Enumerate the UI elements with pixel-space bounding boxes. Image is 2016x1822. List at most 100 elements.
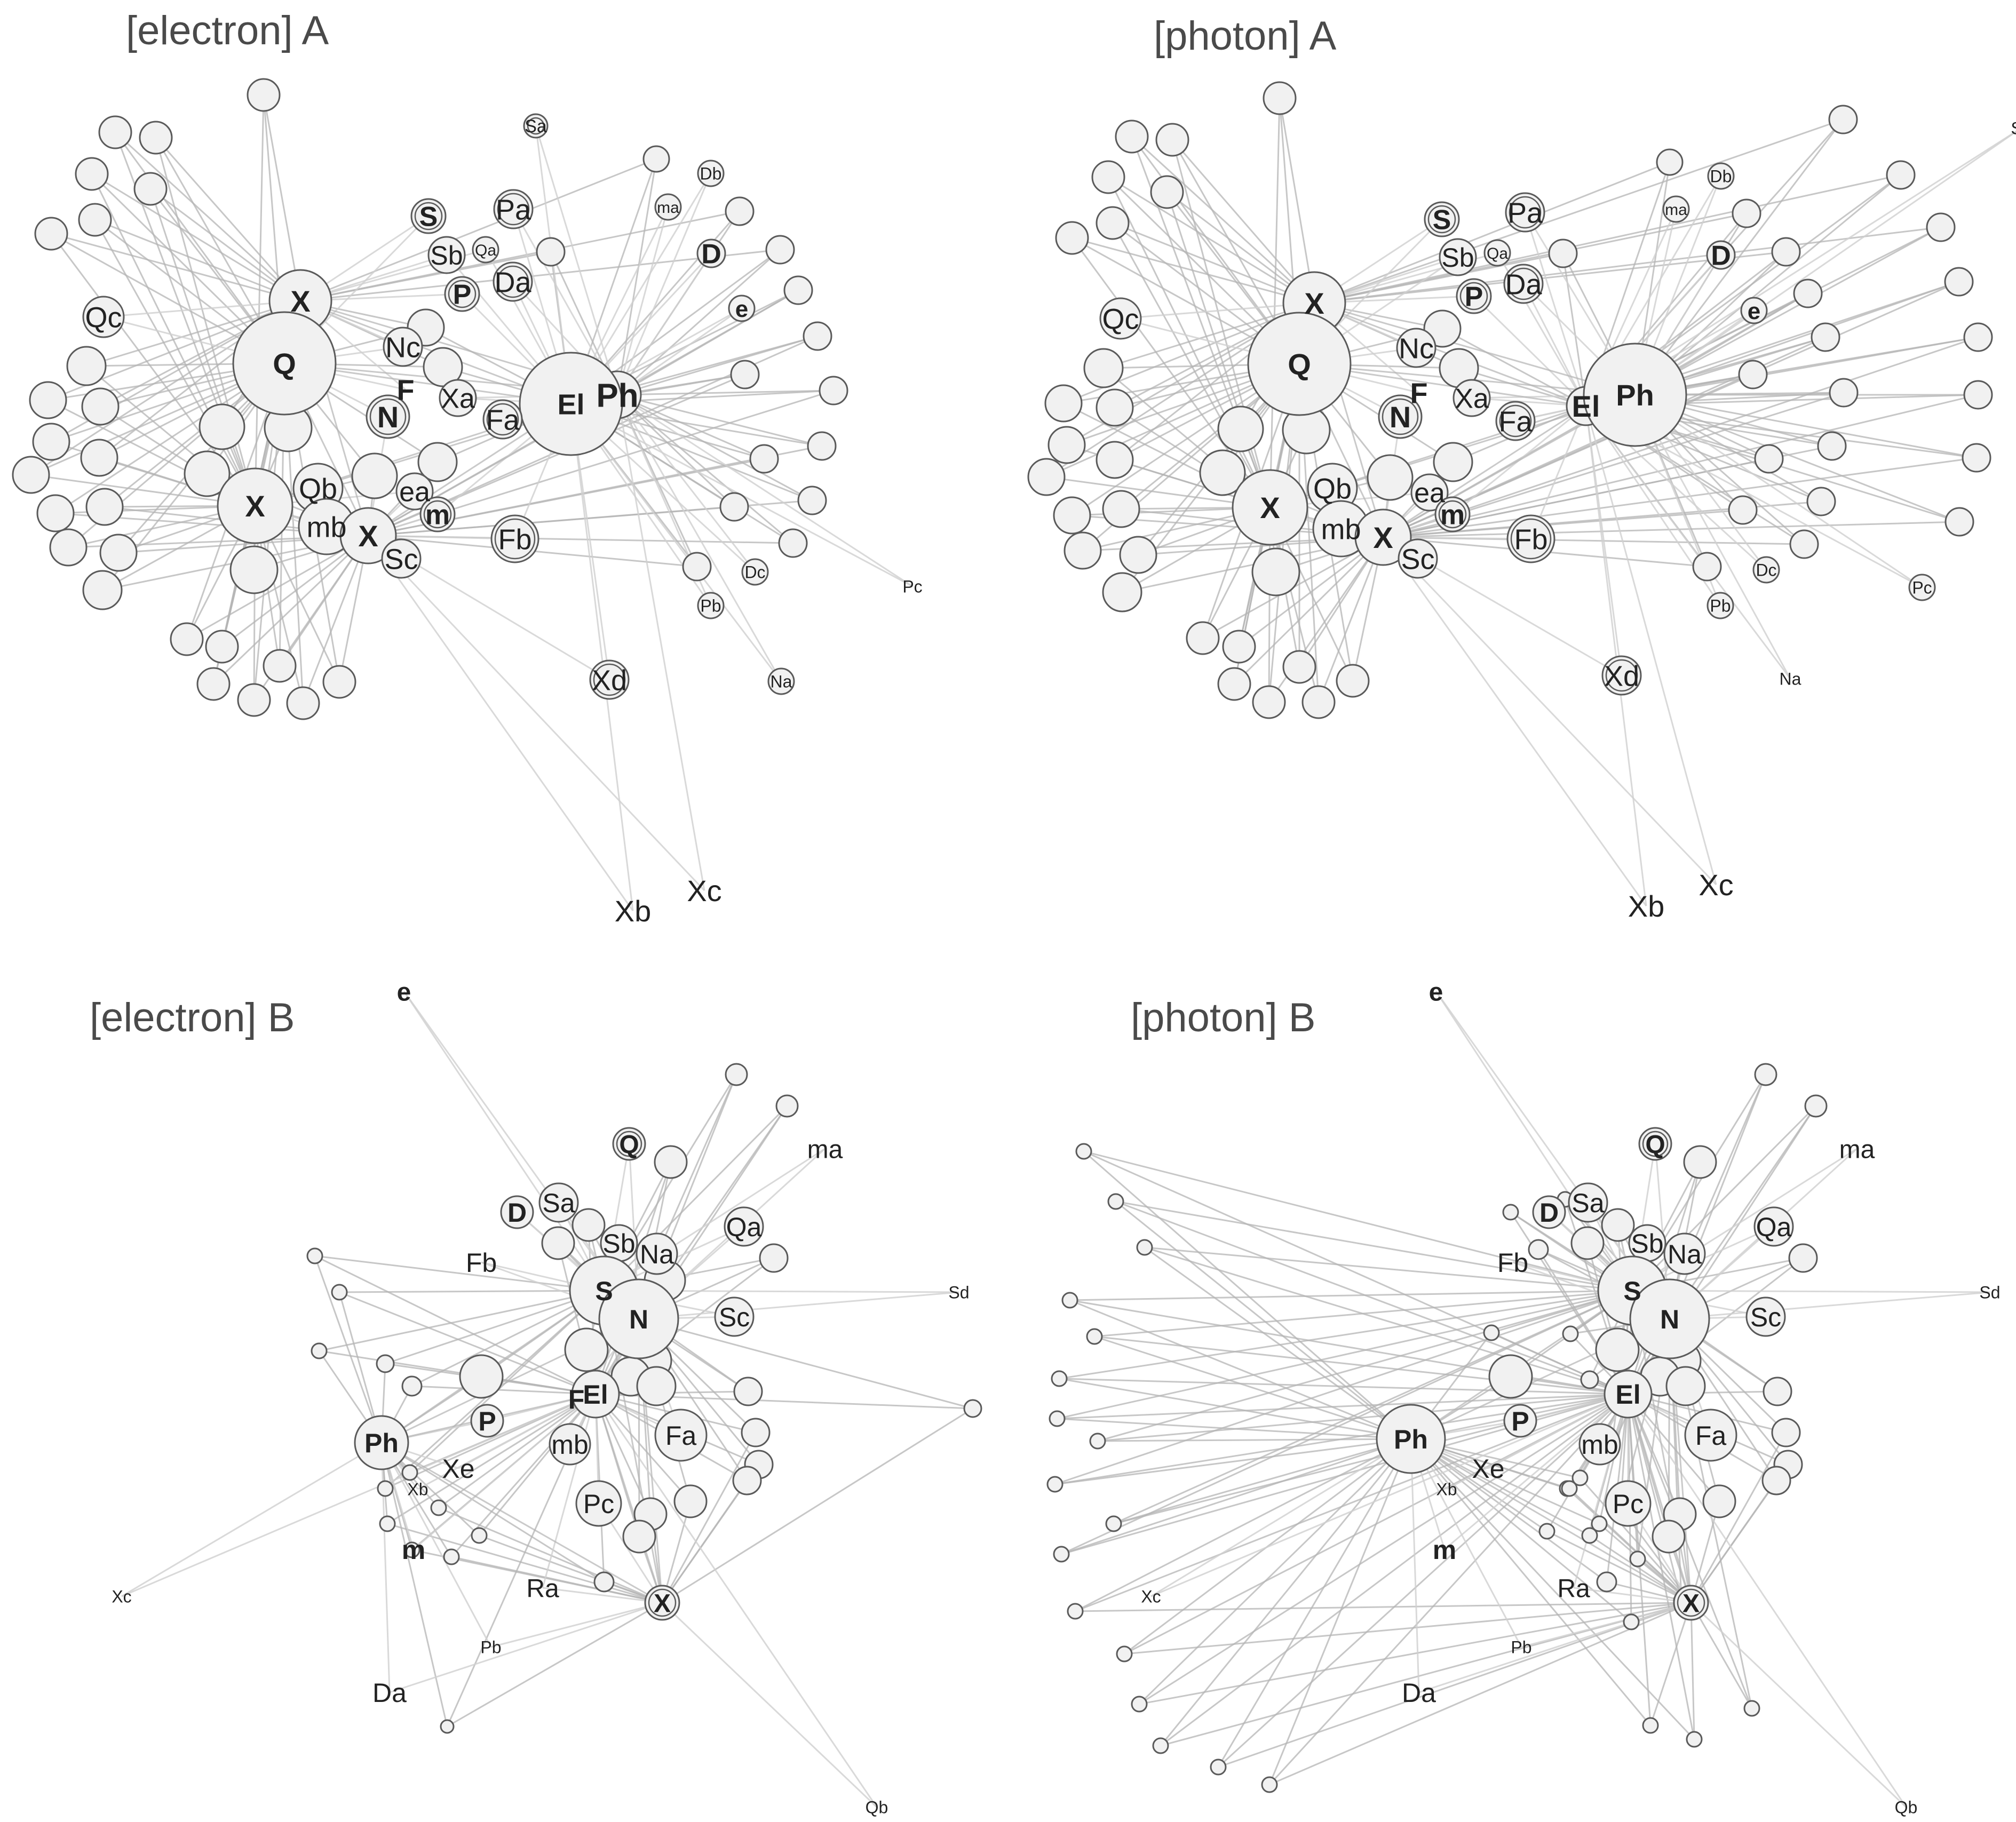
graph-node-xa [439,379,477,417]
graph-node-qa [1753,1206,1794,1247]
graph-node [1732,198,1761,228]
node-label-sb: Sb [430,241,463,270]
graph-node-pa [493,189,534,229]
graph-node [423,347,463,387]
node-label-ea: ea [1414,478,1445,509]
graph-node [1063,531,1102,570]
graph-node-na [636,1232,678,1275]
node-label-sb: Sb [1631,1229,1663,1259]
node-label-fb: Fb [498,523,531,555]
graph-node-db [1707,162,1735,190]
edge [1059,1290,1633,1380]
graph-node [471,1527,488,1544]
edge [1634,226,1941,396]
graph-node-ring [1499,404,1532,437]
graph-node [572,1208,606,1242]
edge [1562,253,1587,407]
graph-node [82,570,123,610]
node-label-fa: Fa [486,404,520,436]
graph-node-ring [527,117,545,135]
graph-node [1738,360,1768,389]
graph-node-x [644,1585,680,1621]
node-label-ea: ea [399,477,430,508]
graph-node [430,1499,447,1516]
edge [603,1105,788,1292]
graph-node [1591,1515,1608,1532]
graph-node [1686,1731,1703,1748]
graph-node [1075,1143,1092,1160]
node-label-ra: Ra [1557,1574,1590,1603]
edges [1054,991,1990,1808]
graph-node-xd [1601,655,1642,696]
graph-node-qc [82,296,125,338]
node-label-el: El [583,1380,608,1410]
graph-node-ea [1410,473,1449,512]
edge [1217,1393,1629,1768]
node-label-xd: Xd [1604,660,1639,692]
edge [1144,1246,1633,1292]
edge [411,1385,596,1395]
graph-node [1199,449,1246,496]
edge [1075,1438,1411,1612]
node-label-x: X [245,489,265,523]
graph-node-ring [593,663,626,696]
edge [1139,1602,1692,1705]
node-label-qa: Qa [1756,1212,1792,1242]
graph-node [759,1243,789,1273]
graph-node [32,423,70,461]
edge [314,1255,605,1292]
graph-node [78,203,112,237]
graph-node-ma [654,193,682,221]
graph-node [170,622,204,656]
edge [1314,226,1941,304]
graph-node [1963,380,1993,410]
graph-node-pa [1505,192,1545,233]
graph-node-s [410,198,447,234]
edge [617,394,913,587]
node-label-f: F [1410,377,1428,409]
graph-node [741,1418,771,1447]
graph-node [622,1519,656,1554]
edge [1279,98,1315,304]
graph-node-d [500,1195,534,1229]
graph-node-fa [1684,1409,1737,1462]
node-label-sd: Sd [1979,1283,2000,1302]
graph-node [1548,238,1578,268]
node-label-ra: Ra [526,1574,559,1603]
edge [570,403,634,911]
edge [661,1480,748,1603]
graph-node [263,649,297,683]
graph-node [1502,1204,1519,1221]
edge [1634,394,1977,459]
edge [1103,302,1315,369]
graph-node [1683,1145,1717,1179]
node-label-sb: Sb [1441,243,1474,273]
node-label-ma: ma [657,199,679,217]
edge [661,1432,757,1603]
graph-node-ring [1677,1588,1705,1617]
graph-node [654,1145,688,1179]
edge [1115,1200,1629,1395]
edge [1546,1530,1692,1604]
edge [1383,394,1979,538]
edge [94,219,301,302]
graph-node-qc [1099,297,1142,340]
edge [638,1291,959,1320]
network-graph-electron-a: Sa Db ma Pa S Qa Sb D Da P X e Qc Nc Q F Xa Ph El N Fa Qb ea Xm… [12,78,923,928]
graph-node [311,1342,328,1359]
edge [1634,131,2016,396]
edge [1649,1602,1692,1726]
graph-node [1336,664,1370,698]
graph-node-pb [1707,592,1734,619]
edge [542,1394,597,1588]
edge [1166,192,1271,508]
edge [413,1393,596,1550]
edge [1059,1378,1629,1395]
edge [121,1442,382,1597]
edge [314,1255,383,1443]
graph-node-q [1247,312,1352,416]
graph-node [34,217,68,251]
graph-node-dc [741,558,769,586]
